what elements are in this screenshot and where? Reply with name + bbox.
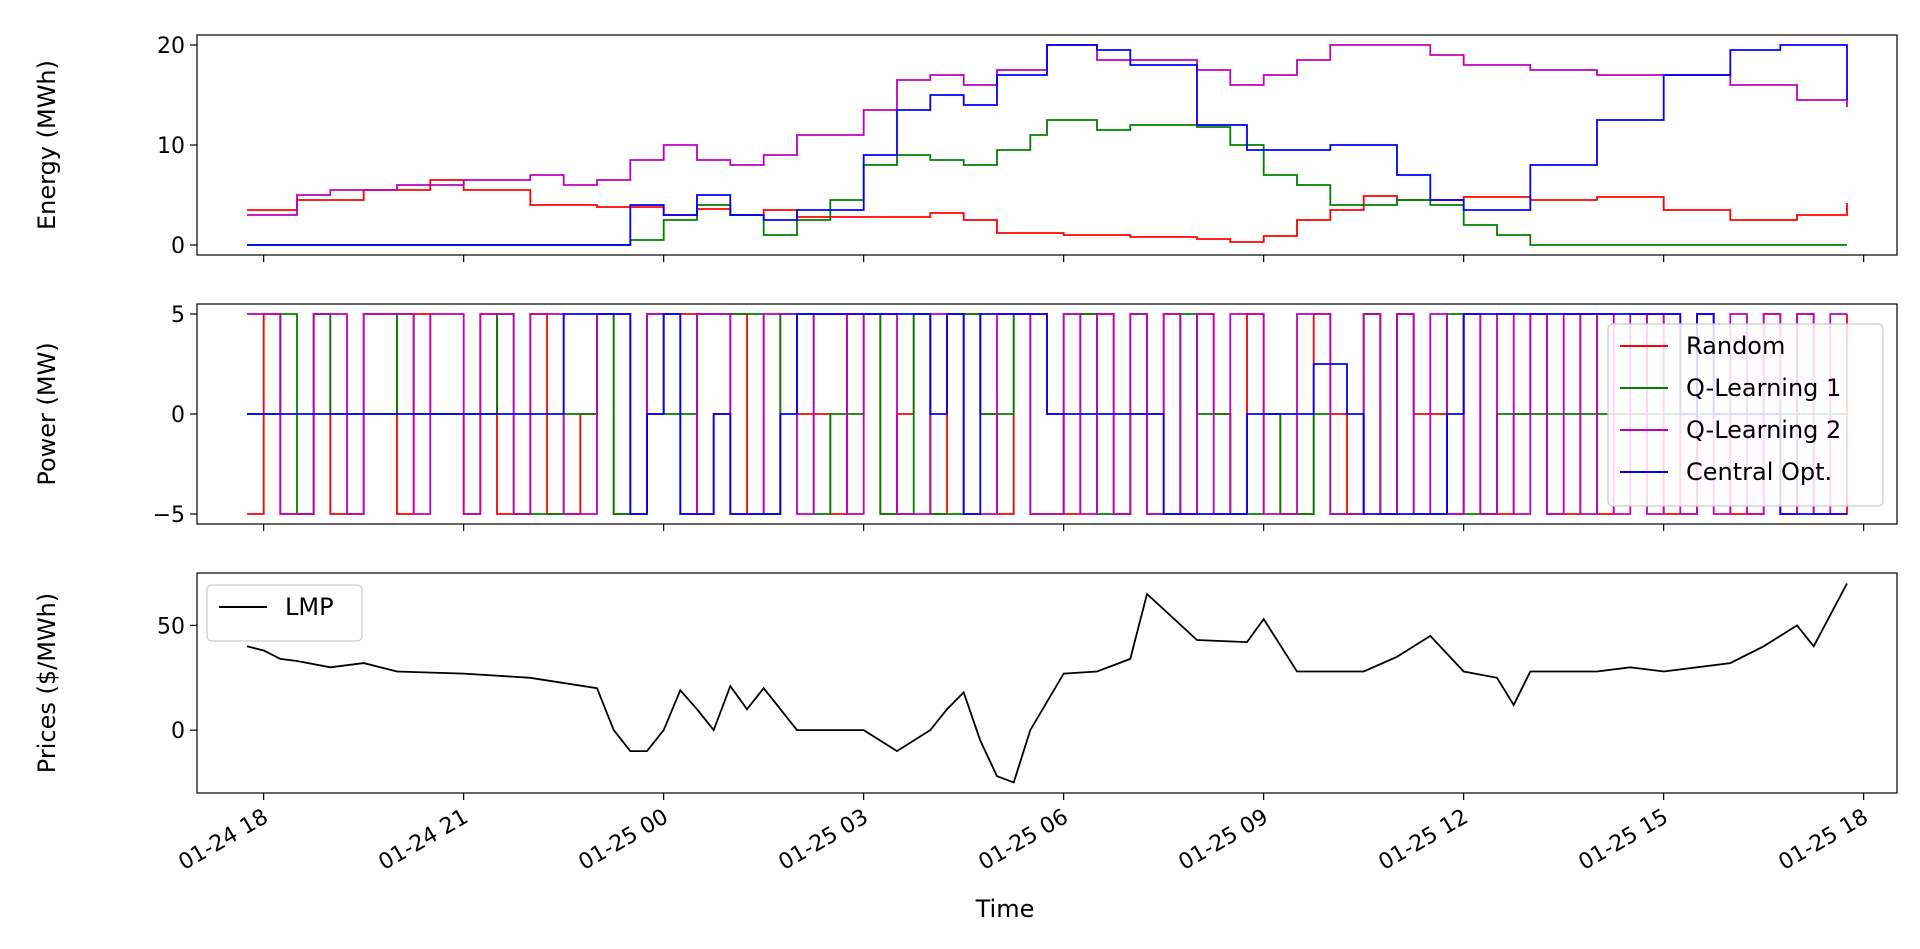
series-group <box>246 583 1848 784</box>
series-line-central-opt <box>247 44 1848 246</box>
y-tick-label: −5 <box>153 503 185 528</box>
series-line-random <box>247 179 1848 243</box>
legend: LMP <box>206 584 363 642</box>
y-tick-label: 0 <box>171 234 185 259</box>
x-tick-label: 01-25 15 <box>1574 805 1672 876</box>
y-axis-label: Prices ($/MWh) <box>33 593 61 773</box>
x-tick-label: 01-25 18 <box>1774 805 1872 876</box>
y-axis-label: Energy (MWh) <box>33 60 61 230</box>
x-tick-label: 01-24 21 <box>374 805 472 876</box>
legend-entry-lmp: LMP <box>285 593 334 621</box>
series-line-q-learning-1 <box>247 119 1847 246</box>
legend-entry-random: Random <box>1686 332 1785 360</box>
y-tick-label: 50 <box>157 614 185 639</box>
prices-panel: 0 50 01-24 18 01-24 21 01-25 00 01-25 03 01-25… <box>33 572 1898 876</box>
legend-entry-q-learning-2: Q-Learning 2 <box>1686 416 1841 444</box>
x-tick-label: 01-25 03 <box>774 805 872 876</box>
legend: Random Q-Learning 1 Q-Learning 2 Central Op… <box>1607 323 1884 507</box>
series-line-q-learning-2 <box>247 44 1848 216</box>
x-tick-label: 01-25 12 <box>1374 805 1472 876</box>
series-group <box>247 313 1848 515</box>
legend-box <box>206 584 363 642</box>
y-axis-label: Power (MW) <box>33 342 61 485</box>
power-panel: −5 0 5 Power (MW) Random Q-Learning 1 Q-Learni… <box>33 303 1898 531</box>
x-tick-label: 01-25 06 <box>974 805 1072 876</box>
y-tick-label: 0 <box>171 403 185 428</box>
x-tick-label: 01-25 00 <box>574 805 672 876</box>
y-tick-label: 10 <box>157 134 185 159</box>
x-tick-label: 01-25 09 <box>1174 805 1272 876</box>
legend-entry-central-opt: Central Opt. <box>1686 458 1832 486</box>
y-tick-label: 20 <box>157 34 185 59</box>
series-line-lmp <box>246 583 1848 784</box>
x-tick-label: 01-24 18 <box>174 805 272 876</box>
series-line-central-opt <box>247 313 1847 515</box>
energy-panel: 0 10 20 Energy (MWh) <box>33 34 1898 262</box>
legend-entry-q-learning-1: Q-Learning 1 <box>1686 374 1841 402</box>
y-tick-label: 5 <box>171 303 185 328</box>
axes-frame <box>196 572 1898 794</box>
x-axis-label: Time <box>975 895 1035 923</box>
legend-box <box>1607 323 1884 507</box>
y-tick-label: 0 <box>171 719 185 744</box>
series-group <box>247 44 1848 246</box>
